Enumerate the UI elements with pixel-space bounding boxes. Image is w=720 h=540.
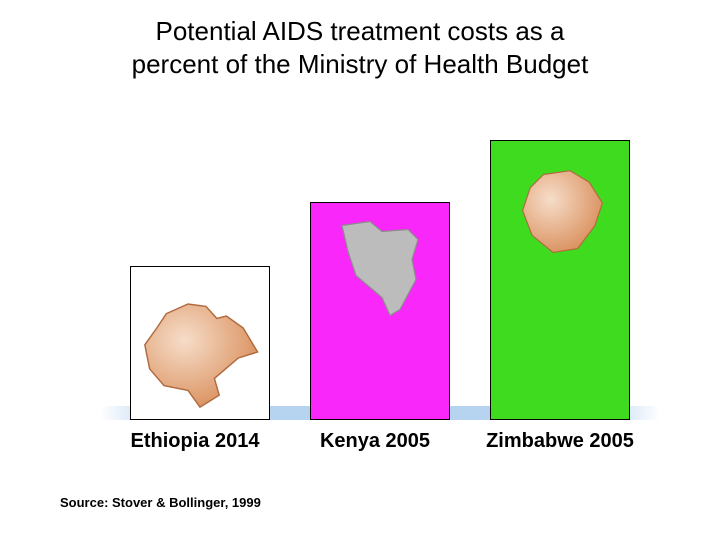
- zimbabwe-shape-icon: [515, 165, 610, 260]
- chart-title: Potential AIDS treatment costs as a perc…: [60, 15, 660, 80]
- bar-chart: [100, 140, 660, 420]
- x-axis-labels: Ethiopia 2014 Kenya 2005 Zimbabwe 2005: [100, 430, 660, 453]
- ethiopia-shape-icon: [135, 292, 265, 412]
- map-zimbabwe: [515, 165, 610, 260]
- title-line-2: percent of the Ministry of Health Budget: [132, 49, 589, 79]
- xlabel-ethiopia: Ethiopia 2014: [100, 430, 290, 453]
- kenya-shape-icon: [330, 210, 430, 325]
- map-kenya: [330, 210, 430, 325]
- title-line-1: Potential AIDS treatment costs as a: [156, 16, 565, 46]
- slide: Potential AIDS treatment costs as a perc…: [0, 0, 720, 540]
- map-ethiopia: [135, 292, 265, 412]
- xlabel-zimbabwe: Zimbabwe 2005: [460, 430, 660, 453]
- source-citation: Source: Stover & Bollinger, 1999: [60, 495, 261, 510]
- xlabel-kenya: Kenya 2005: [290, 430, 460, 453]
